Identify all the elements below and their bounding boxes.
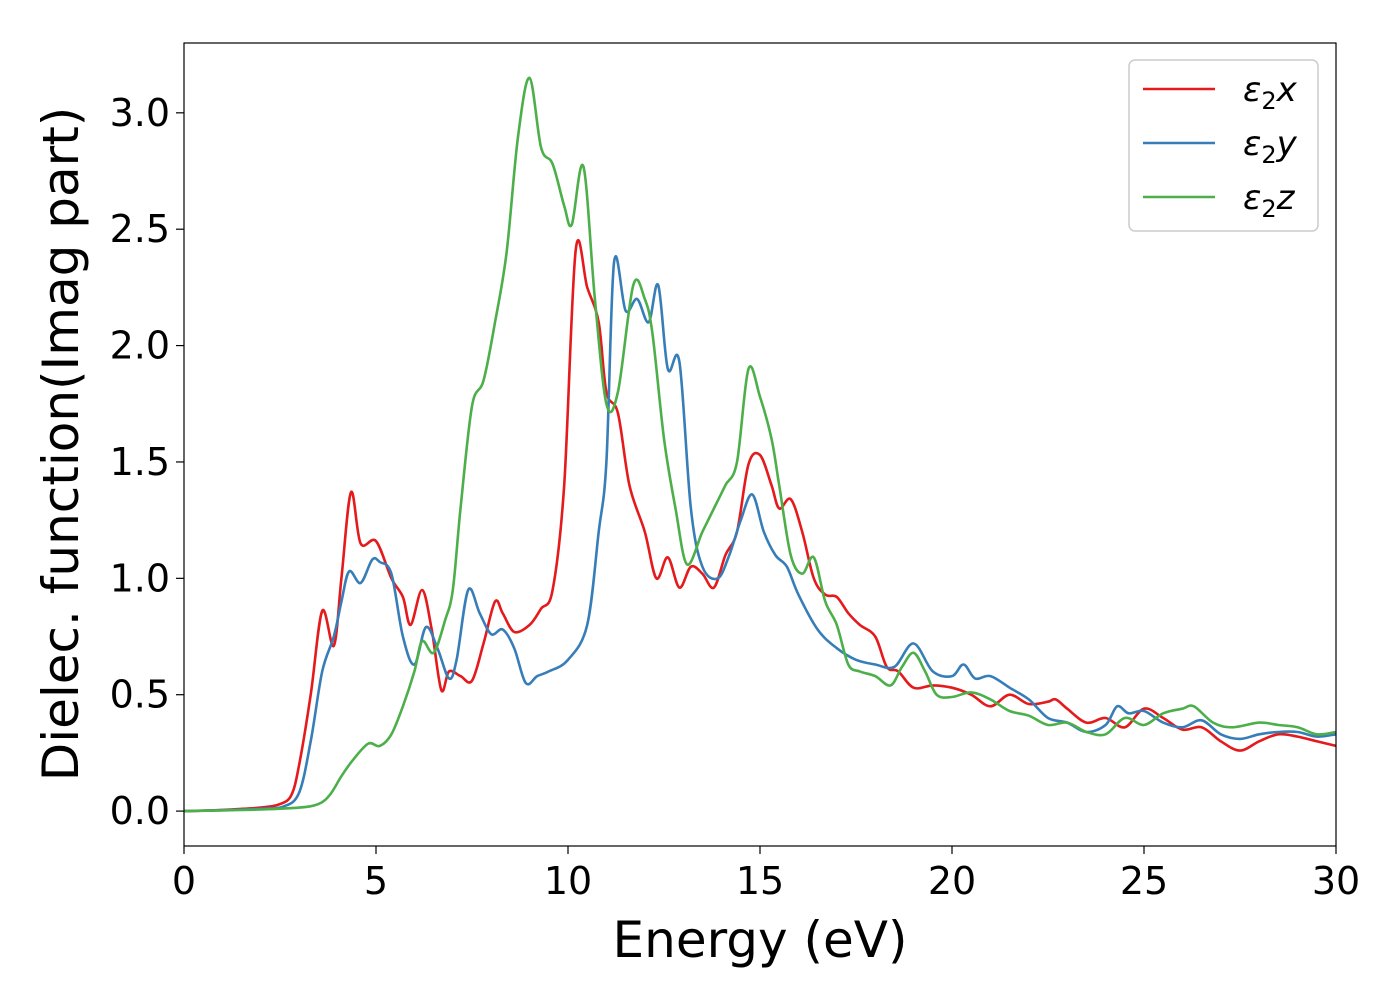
- y-tick-label: 1.0: [110, 556, 170, 600]
- legend: ε2x ε2y ε2z: [1128, 59, 1319, 232]
- series-line-y: [183, 255, 1337, 813]
- legend-label-y: ε2y: [1243, 124, 1298, 169]
- y-tick-label: 3.0: [110, 91, 170, 135]
- ticks-layer: 0 5 10 15 20 25 30 0.0 0.5 1.0 1.5 2.0 2.5 3.0: [110, 91, 1361, 903]
- series-line-z: [183, 76, 1337, 813]
- legend-box: [1128, 59, 1319, 232]
- legend-label-x: ε2x: [1243, 70, 1298, 115]
- legend-label-z: ε2z: [1243, 178, 1296, 223]
- y-tick-label: 2.5: [110, 207, 170, 251]
- y-tick-label: 2.0: [110, 324, 170, 368]
- legend-items: ε2x ε2y ε2z: [1143, 70, 1298, 223]
- x-tick-label: 10: [544, 859, 592, 903]
- x-tick-label: 15: [736, 859, 784, 903]
- y-tick-label: 0.5: [110, 673, 170, 717]
- y-tick-label: 0.0: [110, 789, 170, 833]
- y-tick-label: 1.5: [110, 440, 170, 484]
- x-tick-label: 20: [928, 859, 976, 903]
- x-tick-label: 30: [1312, 859, 1360, 903]
- y-axis-title: Dielec. function(Imag part): [32, 107, 90, 782]
- x-tick-label: 0: [172, 859, 196, 903]
- x-tick-label: 25: [1120, 859, 1168, 903]
- x-tick-label: 5: [364, 859, 388, 903]
- series-layer: [183, 76, 1337, 813]
- x-axis-title: Energy (eV): [613, 911, 908, 969]
